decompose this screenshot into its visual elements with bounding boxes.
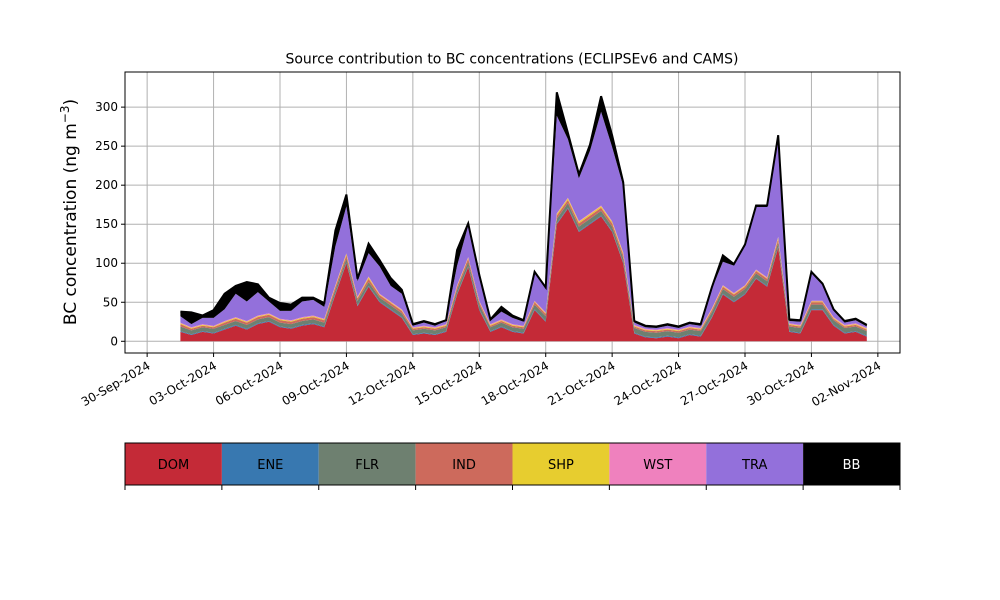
- y-tick-label: 150: [95, 217, 118, 231]
- total-line: [180, 92, 868, 328]
- legend-swatch-flr: [318, 443, 416, 485]
- stacked-areas: [180, 92, 868, 342]
- x-tick-label: 15-Oct-2024: [412, 358, 484, 408]
- legend-label-tra: TRA: [741, 458, 767, 473]
- y-tick-label: 200: [95, 178, 118, 192]
- legend-label-wst: WST: [643, 458, 672, 473]
- legend-label-shp: SHP: [548, 458, 574, 473]
- x-tick-label: 30-Sep-2024: [79, 358, 153, 409]
- y-axis-label-close: ): [61, 99, 81, 106]
- chart-title: Source contribution to BC concentrations…: [285, 52, 738, 68]
- x-tick-label: 18-Oct-2024: [479, 358, 551, 408]
- y-axis-label: BC concentration (ng m−3): [58, 99, 81, 325]
- legend-label-dom: DOM: [158, 458, 189, 473]
- legend-swatch-dom: [125, 443, 222, 485]
- y-tick-label: 100: [95, 256, 118, 270]
- x-tick-label: 06-Oct-2024: [213, 358, 285, 408]
- x-tick-label: 12-Oct-2024: [346, 358, 418, 408]
- legend-swatch-wst: [609, 443, 707, 485]
- legend: DOM ENE FLR IND SHP WST TRA BB: [124, 442, 901, 490]
- legend-label-ene: ENE: [257, 458, 283, 473]
- legend-label-flr: FLR: [355, 458, 379, 473]
- legend-label-bb: BB: [843, 458, 861, 473]
- y-tick-label: 0: [110, 334, 118, 348]
- x-tick-label: 09-Oct-2024: [279, 358, 351, 408]
- legend-swatch-ind: [415, 443, 513, 485]
- legend-swatch-tra: [706, 443, 804, 485]
- y-tick-label: 50: [103, 295, 118, 309]
- legend-swatch-bb: [803, 443, 900, 485]
- x-tick-label: 02-Nov-2024: [809, 358, 883, 409]
- plot-frame: [124, 71, 901, 354]
- area-tra: [180, 111, 867, 330]
- x-tick-label: 24-Oct-2024: [612, 358, 684, 408]
- area-flr: [180, 203, 867, 338]
- x-tick-label: 03-Oct-2024: [147, 358, 219, 408]
- x-tick-label: 21-Oct-2024: [545, 358, 617, 408]
- y-tick-label: 300: [95, 100, 118, 114]
- legend-swatch-ene: [221, 443, 319, 485]
- area-dom: [180, 208, 867, 342]
- legend-label-ind: IND: [452, 458, 476, 473]
- y-axis: 0 50 100 150 200 250 300: [95, 100, 125, 348]
- y-axis-label-exponent: −3: [58, 105, 72, 123]
- x-tick-label: 30-Oct-2024: [744, 358, 816, 408]
- legend-swatch-shp: [512, 443, 610, 485]
- y-tick-label: 250: [95, 139, 118, 153]
- y-axis-label-main: BC concentration (ng m: [61, 123, 81, 325]
- x-tick-label: 27-Oct-2024: [678, 358, 750, 408]
- x-axis: 30-Sep-202403-Oct-202406-Oct-202409-Oct-…: [79, 353, 883, 409]
